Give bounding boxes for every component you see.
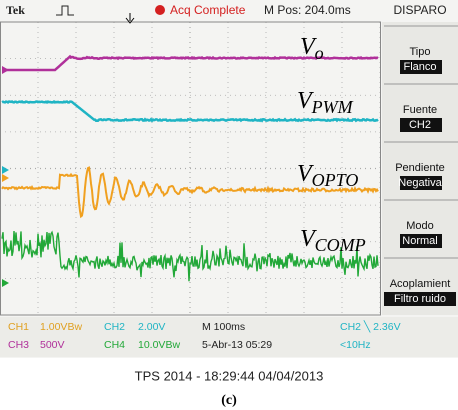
status-item: 1.00VBw [40, 321, 82, 333]
menu-title: DISPARO [393, 3, 446, 17]
status-item: <10Hz [340, 339, 371, 351]
status-item: 500V [40, 339, 65, 351]
subscript: OPTO [312, 170, 359, 190]
menu-value: Filtro ruido [394, 293, 446, 305]
subscript: COMP [315, 235, 366, 255]
menu-label: Pendiente [395, 162, 445, 174]
status-item: M 100ms [202, 321, 245, 333]
status-item: CH4 [104, 339, 125, 351]
status-item: CH1 [8, 321, 29, 333]
subscript: o [315, 43, 324, 63]
menu-label: Fuente [403, 104, 437, 116]
subscript: PWM [311, 97, 354, 117]
status-item: CH3 [8, 339, 29, 351]
position: M Pos: 204.0ms [264, 3, 351, 17]
figure-label: (c) [221, 393, 237, 408]
caption: TPS 2014 - 18:29:44 04/04/2013 [135, 368, 324, 383]
menu-value: CH2 [409, 119, 431, 131]
menu-value: Flanco [403, 61, 436, 73]
menu-value: Negativa [398, 177, 442, 189]
status-item: 2.00V [138, 321, 165, 333]
menu-label: Modo [406, 220, 434, 232]
menu-value: Normal [402, 235, 437, 247]
menu-label: Tipo [410, 46, 431, 58]
status-item: CH2 ╲ 2.36V [340, 319, 401, 333]
status-item: CH2 [104, 321, 125, 333]
status-item: 10.0VBw [138, 339, 180, 351]
oscilloscope-figure: Tek Acq Complete M Pos: 204.0ms DISPARO … [0, 0, 458, 410]
status-item: 5-Abr-13 05:29 [202, 339, 272, 351]
menu-label: Acoplamient [390, 278, 451, 290]
acq-indicator [155, 5, 165, 15]
acq-status: Acq Complete [170, 3, 246, 17]
brand: Tek [6, 3, 25, 17]
side-menu: Tipo Flanco Fuente CH2 Pendiente Negativa Modo… [382, 22, 458, 315]
